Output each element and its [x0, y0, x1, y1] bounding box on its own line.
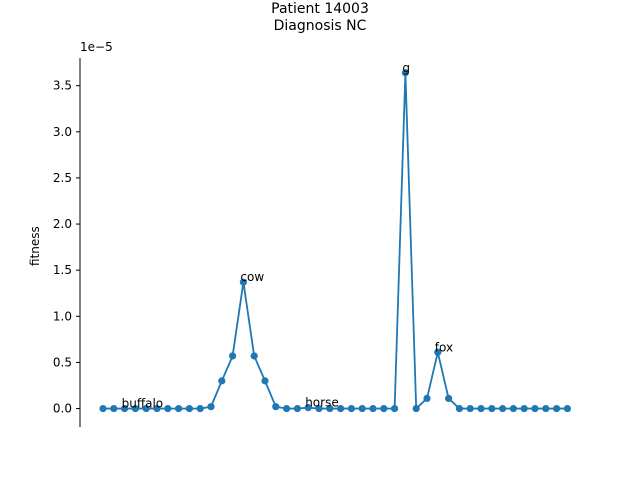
series-line [103, 72, 568, 411]
data-point [380, 404, 388, 413]
y-tick-label: 0.0 [53, 402, 72, 416]
data-point [499, 404, 507, 413]
y-axis-offset-label: 1e−5 [80, 40, 113, 54]
data-point [121, 404, 129, 413]
data-point [520, 404, 528, 413]
annotation-label: g [402, 61, 410, 75]
data-point [304, 404, 312, 412]
data-point [445, 394, 453, 403]
y-tick-label: 2.5 [53, 171, 72, 185]
data-point [175, 404, 183, 413]
data-point [509, 404, 517, 413]
y-tick-label: 1.5 [53, 263, 72, 277]
data-point [315, 404, 323, 413]
data-point [358, 404, 366, 413]
y-axis-ticks: 0.0 0.5 1.0 1.5 2.0 2.5 3.0 3.5 [53, 79, 80, 416]
data-point [563, 404, 572, 413]
chart-title-line-2: Diagnosis NC [273, 18, 367, 34]
data-point [196, 404, 204, 413]
data-point [434, 348, 442, 356]
y-tick-label: 2.0 [53, 217, 72, 231]
data-point [283, 404, 291, 413]
data-point [337, 404, 345, 413]
y-tick-label: 3.0 [53, 125, 72, 139]
annotations-layer: buffalo cow horse g fox [122, 61, 454, 411]
y-tick-label: 1.0 [53, 309, 72, 323]
data-point [488, 404, 496, 413]
data-point [229, 352, 237, 360]
series-layer [99, 69, 572, 413]
data-point [423, 394, 431, 403]
data-point [164, 404, 172, 413]
data-point [261, 377, 269, 385]
y-tick-label: 0.5 [53, 355, 72, 369]
data-point [455, 404, 463, 413]
chart-title-line-1: Patient 14003 [271, 1, 369, 17]
data-point [391, 404, 399, 413]
data-point [477, 404, 485, 413]
data-point [99, 404, 107, 413]
data-point [401, 69, 409, 77]
data-point [347, 404, 355, 413]
data-point [272, 403, 280, 411]
annotation-label: fox [435, 340, 453, 354]
annotation-label: cow [240, 270, 264, 284]
data-point [131, 404, 139, 413]
data-point [412, 404, 420, 413]
annotation-label: horse [305, 396, 339, 410]
data-point [542, 404, 550, 413]
data-point [369, 404, 377, 413]
data-point [239, 278, 247, 286]
data-point [110, 404, 118, 413]
y-tick-label: 3.5 [53, 79, 72, 93]
data-point [218, 377, 226, 385]
data-point [553, 404, 561, 413]
data-point [185, 404, 193, 413]
data-point [207, 403, 215, 411]
data-point [531, 404, 539, 413]
data-point [466, 404, 474, 413]
data-point [142, 404, 150, 413]
data-point [326, 404, 334, 413]
data-point [153, 404, 161, 413]
data-point [250, 352, 258, 360]
annotation-label: buffalo [122, 397, 164, 411]
data-point [293, 404, 301, 413]
